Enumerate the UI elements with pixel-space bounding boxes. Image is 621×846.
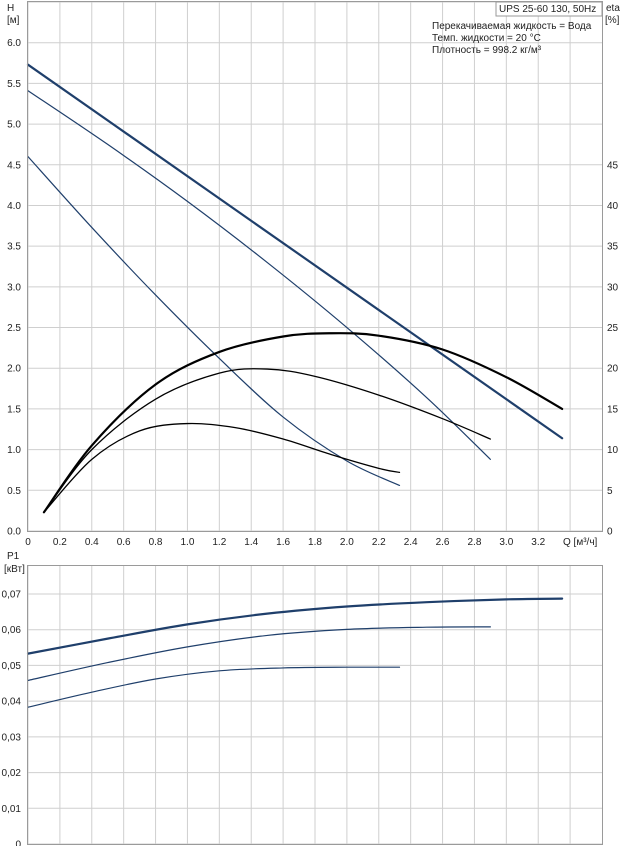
h-tick-label: 0.0 xyxy=(7,527,21,538)
h-tick-label: 2.5 xyxy=(7,323,21,334)
q-tick-label: 2.0 xyxy=(340,537,354,548)
eta-tick-label: 30 xyxy=(607,282,619,293)
p1-tick-label: 0,06 xyxy=(2,625,22,636)
h-tick-label: 2.0 xyxy=(7,364,21,375)
q-tick-label: 2.2 xyxy=(372,537,386,548)
eta-tick-label: 35 xyxy=(607,242,619,253)
info-line-density: Плотность = 998.2 кг/м³ xyxy=(432,45,542,56)
q-tick-label: 0.8 xyxy=(149,537,163,548)
h-tick-label: 0.5 xyxy=(7,486,21,497)
bottom-panel: 0 0,01 0,02 0,03 0,04 0,05 0,06 0,07 xyxy=(2,565,603,846)
q-tick-label: 3.2 xyxy=(531,537,545,548)
top-panel: 0.0 0.5 1.0 1.5 2.0 2.5 3.0 3.5 4.0 4.5 5.0 5.5 6.0 0… xyxy=(7,1,619,548)
eta-tick-label: 5 xyxy=(607,486,613,497)
eta-curve-3 xyxy=(42,332,564,514)
bottom-grid xyxy=(27,566,602,845)
p1-tick-label: 0,02 xyxy=(2,768,22,779)
h-tick-label: 1.5 xyxy=(7,404,21,415)
h-axis-unit: [м] xyxy=(7,15,20,26)
eta-tick-label: 25 xyxy=(607,323,619,334)
q-tick-label: 1.4 xyxy=(244,537,258,548)
h-axis-label: H xyxy=(7,3,14,14)
info-line-liquid: Перекачиваемая жидкость = Вода xyxy=(432,21,592,32)
p1-tick-label: 0,04 xyxy=(2,697,22,708)
q-tick-label: 0.6 xyxy=(117,537,131,548)
p1-tick-label: 0,01 xyxy=(2,804,22,815)
q-tick-label: 2.4 xyxy=(404,537,418,548)
title-box xyxy=(495,1,603,17)
p1-tick-label: 0 xyxy=(15,840,21,846)
h-tick-label: 4.5 xyxy=(7,160,21,171)
eta-curve-5 xyxy=(43,422,401,513)
q-tick-label: 1.8 xyxy=(308,537,322,548)
h-tick-label: 5.5 xyxy=(7,79,21,90)
q-tick-label: 0.2 xyxy=(53,537,67,548)
p1-curve-1 xyxy=(27,626,491,682)
eta-tick-label: 40 xyxy=(607,201,619,212)
eta-tick-label: 15 xyxy=(607,404,619,415)
top-panel-frame xyxy=(27,1,603,532)
h-tick-label: 6.0 xyxy=(7,38,21,49)
p1-tick-label: 0,07 xyxy=(2,590,22,601)
p1-tick-label: 0,03 xyxy=(2,732,22,743)
h-curve-0 xyxy=(26,63,564,440)
q-tick-label: 1.0 xyxy=(180,537,194,548)
top-grid xyxy=(27,1,602,532)
info-line-temp: Темп. жидкости = 20 °C xyxy=(432,33,541,44)
h-tick-label: 3.0 xyxy=(7,282,21,293)
eta-tick-label: 45 xyxy=(607,160,619,171)
p1-axis-unit: [кВт] xyxy=(4,564,25,575)
h-curve-2 xyxy=(27,156,401,487)
q-tick-label: 0.4 xyxy=(85,537,99,548)
bottom-tick-labels: 0 0,01 0,02 0,03 0,04 0,05 0,06 0,07 xyxy=(2,590,22,846)
eta-axis-unit: [%] xyxy=(605,15,620,26)
top-tick-labels: 0.0 0.5 1.0 1.5 2.0 2.5 3.0 3.5 4.0 4.5 5.0 5.5 6.0 0… xyxy=(7,38,618,548)
p1-axis-label: P1 xyxy=(7,551,20,562)
h-tick-label: 1.0 xyxy=(7,445,21,456)
h-tick-label: 3.5 xyxy=(7,242,21,253)
q-tick-label: 0 xyxy=(25,537,31,548)
q-axis-label: Q [м³/ч] xyxy=(563,537,598,548)
bottom-series xyxy=(26,597,564,708)
q-tick-label: 2.8 xyxy=(467,537,481,548)
info-box: UPS 25-60 130, 50Hz Перекачиваемая жидко… xyxy=(432,1,603,56)
top-series xyxy=(26,63,564,514)
q-tick-label: 1.6 xyxy=(276,537,290,548)
chart-title: UPS 25-60 130, 50Hz xyxy=(499,4,596,15)
bottom-panel-frame xyxy=(27,565,603,845)
p1-curve-0 xyxy=(26,597,564,655)
h-tick-label: 4.0 xyxy=(7,201,21,212)
eta-curve-4 xyxy=(43,368,492,513)
q-tick-label: 2.6 xyxy=(436,537,450,548)
h-curve-1 xyxy=(27,90,491,460)
eta-tick-label: 10 xyxy=(607,445,619,456)
q-tick-label: 3.0 xyxy=(499,537,513,548)
p1-curve-2 xyxy=(27,666,401,708)
h-tick-label: 5.0 xyxy=(7,120,21,131)
eta-tick-label: 0 xyxy=(607,527,613,538)
q-tick-label: 1.2 xyxy=(212,537,226,548)
p1-tick-label: 0,05 xyxy=(2,661,22,672)
eta-axis-label: eta xyxy=(606,3,620,14)
eta-tick-label: 20 xyxy=(607,364,619,375)
